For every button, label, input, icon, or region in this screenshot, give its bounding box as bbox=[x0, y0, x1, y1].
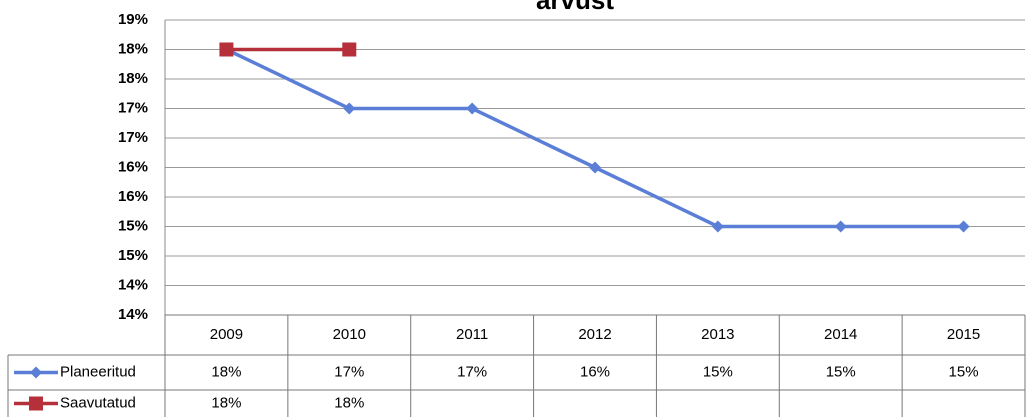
y-tick-label: 15% bbox=[118, 247, 148, 264]
y-tick-label: 16% bbox=[118, 158, 148, 175]
y-tick-label: 14% bbox=[118, 306, 148, 323]
marker bbox=[711, 220, 724, 233]
y-tick-label: 15% bbox=[118, 217, 148, 234]
x-tick-label: 2011 bbox=[456, 326, 488, 343]
legend-label: Planeeritud bbox=[60, 363, 136, 380]
x-tick-label: 2010 bbox=[333, 326, 366, 343]
y-tick-label: 16% bbox=[118, 188, 148, 205]
marker bbox=[466, 102, 479, 115]
table-cell: 18% bbox=[211, 394, 241, 411]
table-cell: 18% bbox=[334, 394, 364, 411]
x-tick-label: 2014 bbox=[824, 326, 857, 343]
marker bbox=[834, 220, 847, 233]
marker bbox=[589, 161, 601, 174]
y-tick-label: 18% bbox=[118, 40, 148, 57]
marker bbox=[957, 220, 970, 233]
chart-title: arvust bbox=[536, 0, 614, 15]
y-tick-label: 17% bbox=[118, 129, 148, 146]
legend-label: Saavutatud bbox=[60, 394, 136, 411]
table-cell: 15% bbox=[949, 363, 979, 380]
x-tick-label: 2012 bbox=[578, 326, 611, 343]
marker bbox=[219, 42, 234, 57]
table-cell: 17% bbox=[334, 363, 364, 380]
marker bbox=[343, 102, 356, 115]
x-tick-label: 2015 bbox=[947, 326, 980, 343]
x-tick-label: 2013 bbox=[701, 326, 734, 343]
table-cell: 15% bbox=[826, 363, 856, 380]
y-tick-label: 19% bbox=[118, 11, 148, 28]
table-cell: 15% bbox=[703, 363, 733, 380]
y-tick-label: 14% bbox=[118, 276, 148, 293]
marker bbox=[342, 42, 357, 57]
x-tick-label: 2009 bbox=[210, 326, 243, 343]
legend-marker bbox=[29, 396, 43, 411]
table-cell: 16% bbox=[580, 363, 610, 380]
table-cell: 18% bbox=[211, 363, 241, 380]
legend-marker bbox=[30, 366, 42, 379]
table-cell: 17% bbox=[457, 363, 487, 380]
y-tick-label: 18% bbox=[118, 70, 148, 87]
y-tick-label: 17% bbox=[118, 99, 148, 116]
